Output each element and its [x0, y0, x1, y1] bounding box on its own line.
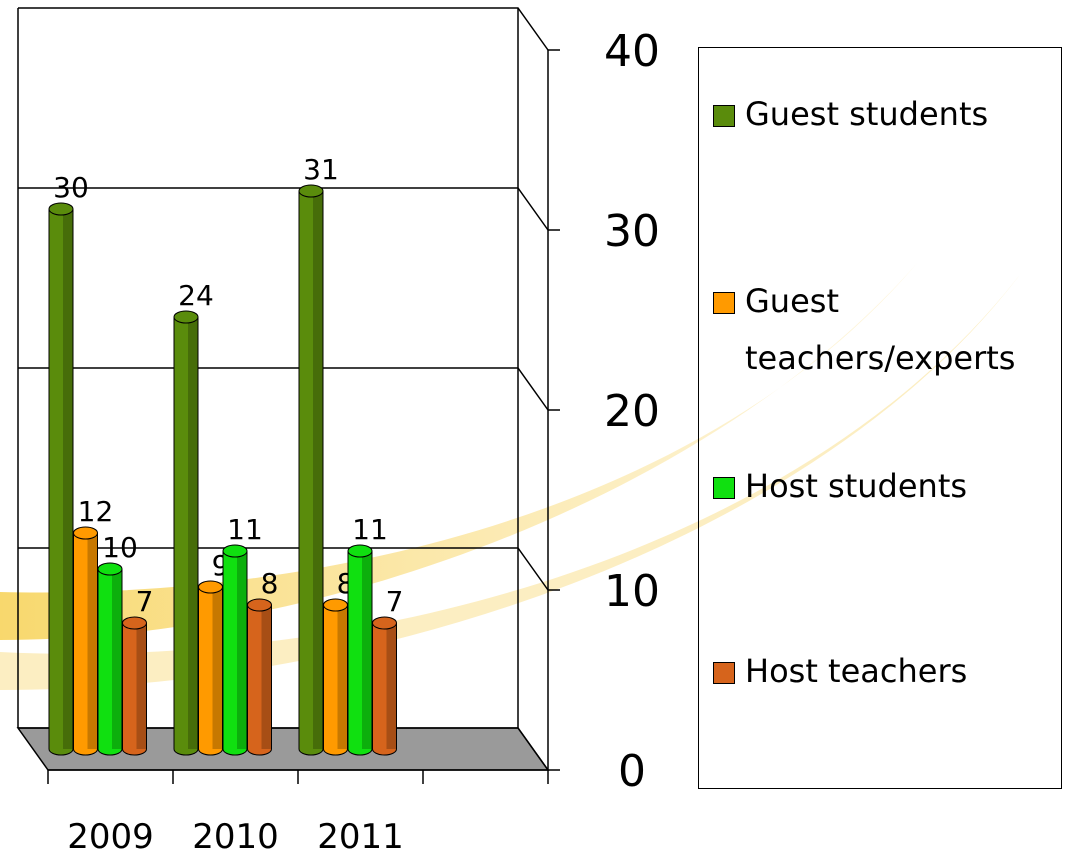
bar-shade [88, 533, 98, 749]
data-label: 10 [102, 531, 138, 564]
bar-shade [362, 551, 372, 749]
bar-top [49, 203, 73, 215]
y-tick-label: 0 [618, 746, 646, 797]
bar-shade [188, 317, 198, 749]
bar [324, 599, 348, 755]
bar-shade [63, 209, 73, 749]
legend-label: Guest students [745, 86, 988, 143]
data-label: 31 [303, 153, 339, 186]
data-label: 30 [53, 171, 89, 204]
bar-shade [338, 605, 348, 749]
page: 0102030402009201020113024311298101111787… [0, 0, 1065, 857]
bar [223, 545, 247, 755]
bar [248, 599, 272, 755]
bar [123, 617, 147, 755]
bar [299, 185, 323, 755]
grid-line [18, 188, 548, 230]
legend-swatch [713, 477, 735, 499]
bar-top [123, 617, 147, 629]
legend-entry: Guest teachers/experts [713, 273, 1058, 387]
bar-top [223, 545, 247, 557]
bar-shade [112, 569, 122, 749]
data-label: 12 [78, 495, 114, 528]
legend-label: Guest teachers/experts [745, 273, 1058, 387]
data-label: 7 [386, 585, 404, 618]
bar-top [373, 617, 397, 629]
bar-shade [237, 551, 247, 749]
bar-top [199, 581, 223, 593]
legend-entry: Guest students [713, 86, 1058, 143]
y-tick-label: 20 [604, 386, 660, 437]
bar-shade [313, 191, 323, 749]
bar-top [348, 545, 372, 557]
bar [74, 527, 98, 755]
bar-top [248, 599, 272, 611]
bar [98, 563, 122, 755]
legend-swatch [713, 105, 735, 127]
bar [199, 581, 223, 755]
legend-entry: Host students [713, 458, 1058, 515]
bar [49, 203, 73, 755]
legend-label: Host teachers [745, 643, 967, 700]
bar-shade [387, 623, 397, 749]
y-tick-label: 40 [604, 26, 660, 77]
y-tick-label: 10 [604, 566, 660, 617]
x-tick-label: 2009 [67, 817, 154, 857]
data-label: 11 [227, 513, 263, 546]
bar [348, 545, 372, 755]
bar-top [74, 527, 98, 539]
bar [373, 617, 397, 755]
data-label: 11 [352, 513, 388, 546]
legend-swatch [713, 662, 735, 684]
bar-top [174, 311, 198, 323]
grid-line [18, 8, 548, 50]
data-label: 24 [178, 279, 214, 312]
bar-shade [137, 623, 147, 749]
bar-top [299, 185, 323, 197]
legend-label: Host students [745, 458, 967, 515]
grid-line [18, 368, 548, 410]
legend-swatch [713, 292, 735, 314]
bar [174, 311, 198, 755]
bar-top [98, 563, 122, 575]
data-label: 8 [261, 567, 279, 600]
y-tick-label: 30 [604, 206, 660, 257]
x-tick-label: 2010 [192, 817, 279, 857]
x-tick-label: 2011 [317, 817, 404, 857]
bar-top [324, 599, 348, 611]
legend: Guest students Guest teachers/experts Host… [698, 47, 1062, 789]
bar-shade [213, 587, 223, 749]
data-label: 7 [136, 585, 154, 618]
bar-shade [262, 605, 272, 749]
legend-entry: Host teachers [713, 643, 1058, 700]
